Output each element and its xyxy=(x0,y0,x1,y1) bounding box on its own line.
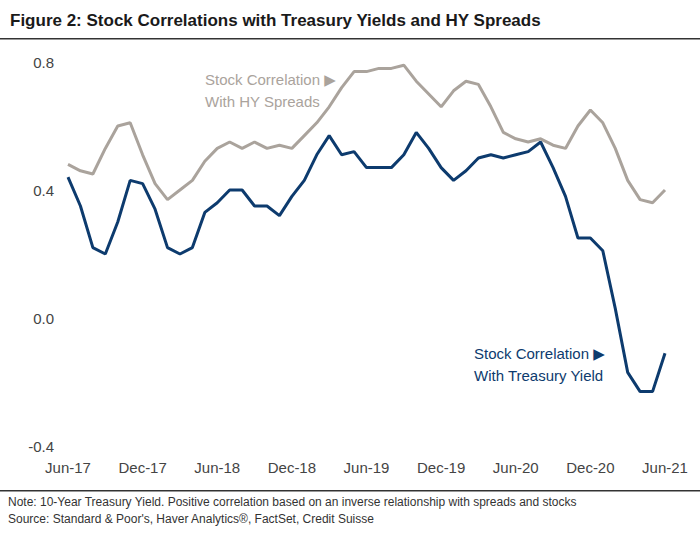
svg-text:0.0: 0.0 xyxy=(33,310,54,327)
svg-text:Dec-19: Dec-19 xyxy=(417,459,465,476)
svg-text:Jun-17: Jun-17 xyxy=(45,459,91,476)
svg-text:Note: 10-Year Treasury Yield.: Note: 10-Year Treasury Yield. Positive c… xyxy=(8,495,577,509)
svg-text:Source: Standard & Poor's, Hav: Source: Standard & Poor's, Haver Analyti… xyxy=(8,512,374,526)
svg-text:Stock Correlation ▶: Stock Correlation ▶ xyxy=(205,71,336,88)
svg-text:-0.4: -0.4 xyxy=(28,438,54,455)
svg-text:Jun-19: Jun-19 xyxy=(344,459,390,476)
svg-text:Dec-17: Dec-17 xyxy=(118,459,166,476)
svg-text:0.8: 0.8 xyxy=(33,54,54,71)
svg-text:Jun-20: Jun-20 xyxy=(493,459,539,476)
svg-text:0.4: 0.4 xyxy=(33,182,54,199)
svg-text:With Treasury Yield: With Treasury Yield xyxy=(474,367,603,384)
svg-text:Dec-18: Dec-18 xyxy=(268,459,316,476)
svg-text:Figure 2: Stock Correlations w: Figure 2: Stock Correlations with Treasu… xyxy=(10,11,541,30)
svg-text:With HY Spreads: With HY Spreads xyxy=(205,93,320,110)
svg-text:Stock Correlation ▶: Stock Correlation ▶ xyxy=(474,345,605,362)
svg-text:Dec-20: Dec-20 xyxy=(566,459,614,476)
svg-text:Jun-18: Jun-18 xyxy=(194,459,240,476)
svg-text:Jun-21: Jun-21 xyxy=(642,459,688,476)
